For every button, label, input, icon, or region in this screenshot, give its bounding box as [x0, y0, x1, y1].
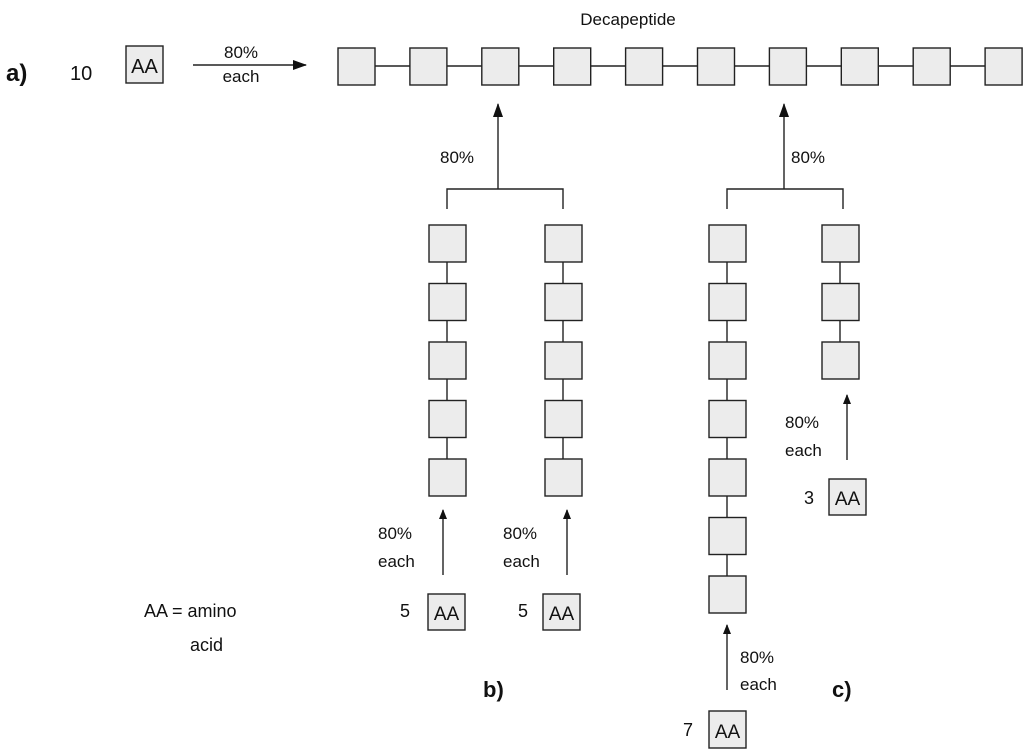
- decapeptide-residue: [840, 47, 879, 86]
- panel-c-right-yield-top: 80%: [785, 413, 819, 432]
- panel-c-bracket: [726, 188, 844, 209]
- panel-c-right-chain-residue: [821, 282, 860, 322]
- panel-c-right-yield-bottom: each: [785, 441, 822, 460]
- panel-c-right-chain-residue: [821, 341, 860, 380]
- panel-b-merge-yield: 80%: [440, 148, 474, 167]
- panel-c-right-chain-residue: [821, 224, 860, 263]
- amino-acid-box: [542, 593, 581, 631]
- panel-c-label: c): [832, 677, 852, 702]
- panel-b-right-count: 5: [518, 601, 528, 621]
- amino-acid-box: [828, 478, 867, 516]
- decapeptide-residue: [912, 47, 951, 86]
- decapeptide-residue: [481, 47, 520, 86]
- panel-b-right-yield-top: 80%: [503, 524, 537, 543]
- panel-b-label: b): [483, 677, 504, 702]
- panel-c-left-chain-residue: [708, 224, 747, 263]
- decapeptide-residue: [696, 47, 736, 86]
- decapeptide-residue: [337, 47, 376, 86]
- panel-c-left-yield-bottom: each: [740, 675, 777, 694]
- decapeptide-residue: [409, 47, 448, 86]
- panel-b-left-aa: AA: [434, 604, 460, 625]
- peptide-chains: [337, 47, 1023, 614]
- decapeptide-residue: [624, 47, 664, 86]
- panel-c-right-aa: AA: [835, 489, 861, 510]
- panel-b-right-chain-residue: [544, 458, 583, 497]
- panel-c-left-chain-residue: [708, 458, 747, 497]
- panel-a-label: a): [6, 60, 27, 87]
- panel-a-aa: AA: [131, 56, 158, 78]
- panel-b-right-aa: AA: [549, 604, 575, 625]
- panel-c-left-chain-residue: [708, 341, 747, 380]
- amino-acid-box: [427, 593, 466, 631]
- panel-b-left-yield-top: 80%: [378, 524, 412, 543]
- title: Decapeptide: [580, 10, 675, 29]
- panel-b-left-chain-residue: [428, 224, 467, 263]
- panel-b-right-chain-residue: [544, 282, 583, 322]
- panel-c-left-chain-residue: [708, 399, 747, 439]
- panel-c-merge-yield: 80%: [791, 148, 825, 167]
- panel-b-right-chain-residue: [544, 224, 583, 263]
- panel-a-yield-bottom: each: [223, 67, 260, 86]
- panel-b-right-chain-residue: [544, 341, 583, 380]
- panel-b-left-chain-residue: [428, 341, 467, 380]
- panel-b-left-chain-residue: [428, 458, 467, 497]
- panel-b-right-chain-residue: [544, 399, 583, 439]
- decapeptide-residue: [984, 47, 1023, 86]
- panel-c-right-count: 3: [804, 488, 814, 508]
- panel-b-right-yield-bottom: each: [503, 552, 540, 571]
- amino-acid-box: [708, 710, 747, 749]
- panel-b-left-count: 5: [400, 601, 410, 621]
- amino-acid-box: [125, 45, 164, 84]
- panel-b-left-yield-bottom: each: [378, 552, 415, 571]
- panel-c-left-yield-top: 80%: [740, 648, 774, 667]
- panel-c-left-count: 7: [683, 720, 693, 740]
- legend-line-1: AA = amino: [144, 601, 237, 621]
- panel-c-left-chain-residue: [708, 575, 747, 614]
- decapeptide-residue: [553, 47, 592, 86]
- panel-a-yield-top: 80%: [224, 43, 258, 62]
- panel-b-bracket: [446, 188, 564, 209]
- panel-b-left-chain-residue: [428, 282, 467, 322]
- decapeptide-residue: [768, 47, 808, 86]
- panel-c-left-chain-residue: [708, 282, 747, 322]
- legend-line-2: acid: [190, 635, 223, 655]
- panel-b-left-chain-residue: [428, 399, 467, 439]
- panel-c-left-aa: AA: [715, 722, 741, 743]
- panel-a-count: 10: [70, 63, 92, 85]
- panel-c-left-chain-residue: [708, 516, 747, 556]
